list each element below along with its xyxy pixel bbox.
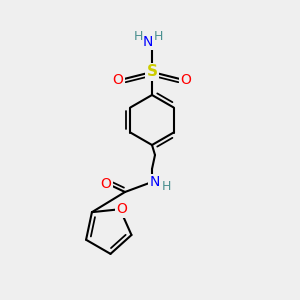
Text: O: O (117, 202, 128, 216)
Text: N: N (150, 175, 160, 189)
Text: H: H (133, 31, 143, 44)
Text: O: O (181, 73, 191, 87)
Text: H: H (161, 179, 171, 193)
Text: O: O (100, 177, 111, 191)
Text: H: H (153, 31, 163, 44)
Text: N: N (143, 35, 153, 49)
Text: S: S (146, 64, 158, 80)
Text: O: O (112, 73, 123, 87)
